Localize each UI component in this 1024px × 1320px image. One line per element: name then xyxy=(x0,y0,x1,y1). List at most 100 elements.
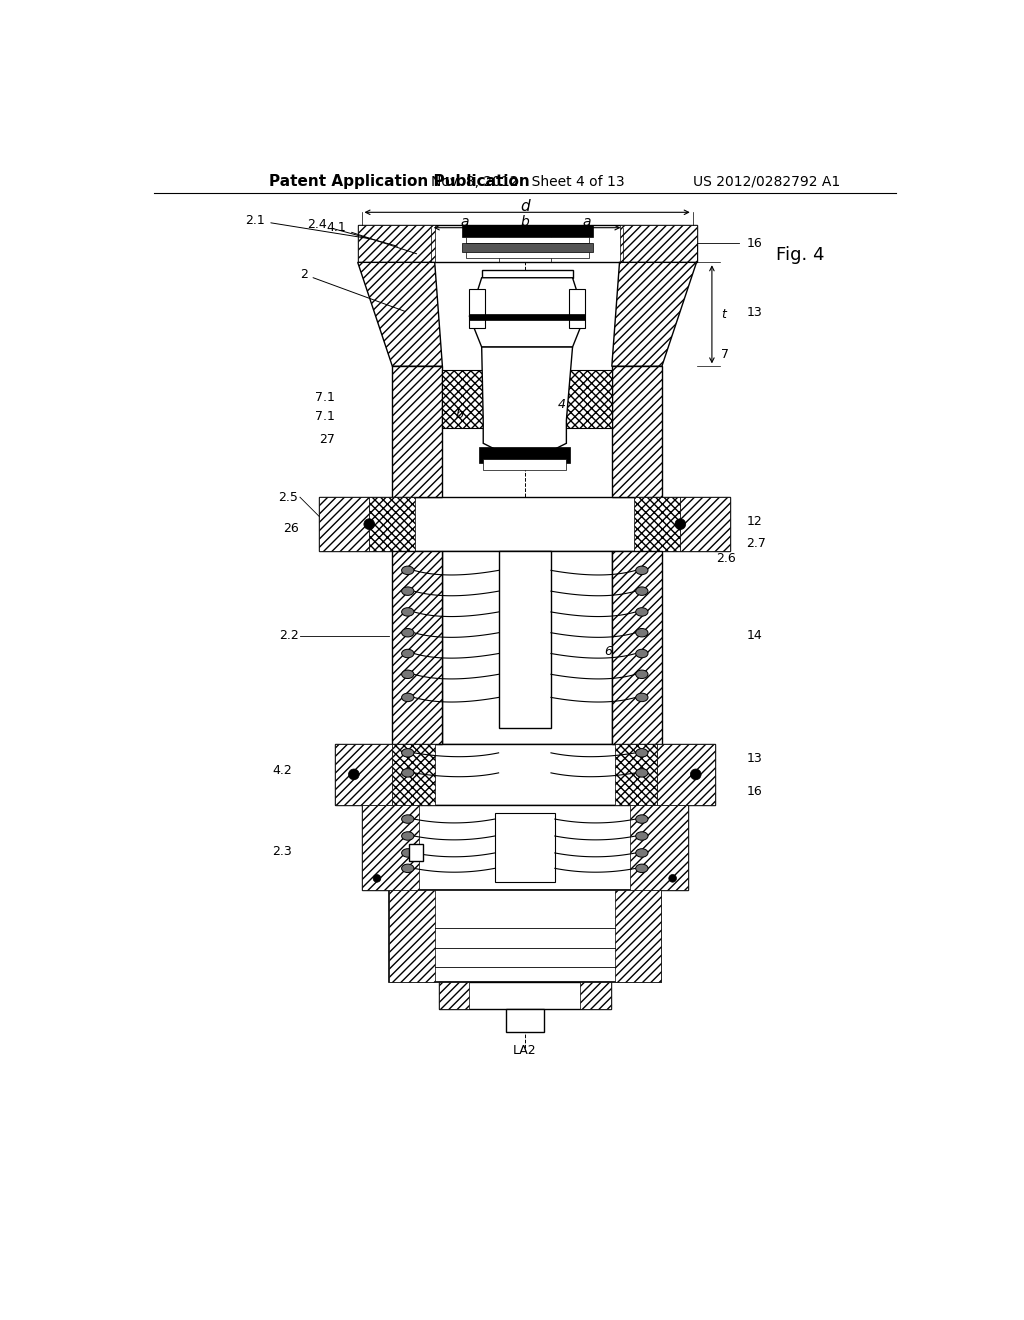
Bar xyxy=(565,370,611,428)
Bar xyxy=(442,552,611,743)
Bar xyxy=(438,982,469,1010)
Ellipse shape xyxy=(401,814,414,824)
Text: 2.3: 2.3 xyxy=(272,845,292,858)
Ellipse shape xyxy=(636,865,648,873)
Bar xyxy=(499,552,551,729)
Ellipse shape xyxy=(401,748,414,758)
Bar xyxy=(319,498,370,552)
Bar xyxy=(438,982,611,1010)
Text: 7.1: 7.1 xyxy=(314,391,335,404)
Bar xyxy=(614,890,662,982)
Text: Fig. 4: Fig. 4 xyxy=(776,246,824,264)
Polygon shape xyxy=(469,317,585,347)
Text: 7.1: 7.1 xyxy=(314,409,335,422)
Ellipse shape xyxy=(636,693,648,702)
Bar xyxy=(466,238,589,243)
Text: 27: 27 xyxy=(318,433,335,446)
Text: 16: 16 xyxy=(746,785,762,797)
Text: 7: 7 xyxy=(721,348,729,362)
Bar xyxy=(361,805,688,890)
Bar xyxy=(442,370,488,428)
Bar xyxy=(466,252,589,257)
Ellipse shape xyxy=(364,519,375,529)
Bar xyxy=(335,743,715,805)
Text: 13: 13 xyxy=(746,752,762,766)
Text: 4.1: 4.1 xyxy=(327,220,417,253)
Text: a: a xyxy=(583,215,592,228)
Bar xyxy=(611,552,662,743)
Text: 2.6: 2.6 xyxy=(716,552,735,565)
Text: 4: 4 xyxy=(558,399,565,412)
Bar xyxy=(335,743,392,805)
Polygon shape xyxy=(469,277,585,317)
Text: 2: 2 xyxy=(300,268,406,312)
Ellipse shape xyxy=(669,874,677,882)
Ellipse shape xyxy=(401,832,414,841)
Bar xyxy=(357,226,696,263)
Bar xyxy=(614,743,657,805)
Text: Patent Application Publication: Patent Application Publication xyxy=(269,174,529,189)
Bar xyxy=(388,890,662,982)
Bar xyxy=(569,289,585,327)
Text: d: d xyxy=(520,198,529,214)
Text: 2.7: 2.7 xyxy=(746,537,766,550)
Ellipse shape xyxy=(401,607,414,616)
Ellipse shape xyxy=(401,566,414,574)
Ellipse shape xyxy=(636,587,648,595)
Text: t: t xyxy=(721,308,726,321)
Bar xyxy=(370,498,416,552)
Ellipse shape xyxy=(636,607,648,616)
Ellipse shape xyxy=(675,519,686,529)
Bar xyxy=(657,743,715,805)
Polygon shape xyxy=(481,347,572,451)
Bar xyxy=(680,498,730,552)
Text: 2.1: 2.1 xyxy=(246,214,371,239)
Ellipse shape xyxy=(636,649,648,657)
Bar xyxy=(392,743,435,805)
Ellipse shape xyxy=(348,770,359,780)
Ellipse shape xyxy=(401,865,414,873)
Polygon shape xyxy=(357,263,442,367)
Text: LA2: LA2 xyxy=(513,1044,537,1056)
Bar xyxy=(506,1010,544,1032)
Text: 12: 12 xyxy=(746,515,762,528)
Text: 26: 26 xyxy=(283,521,298,535)
Text: 4.2: 4.2 xyxy=(272,764,292,777)
Polygon shape xyxy=(611,263,696,367)
Ellipse shape xyxy=(690,770,701,780)
Bar xyxy=(611,367,662,498)
Text: a: a xyxy=(461,215,469,228)
Text: b: b xyxy=(520,215,529,228)
Bar xyxy=(495,813,555,882)
Text: 2.4: 2.4 xyxy=(307,218,397,247)
Bar xyxy=(483,459,566,470)
Bar xyxy=(469,314,585,321)
Bar xyxy=(469,289,484,327)
Text: US 2012/0282792 A1: US 2012/0282792 A1 xyxy=(692,174,840,189)
Ellipse shape xyxy=(401,628,414,638)
Text: 14: 14 xyxy=(746,630,762,643)
Text: 2.2: 2.2 xyxy=(279,630,298,643)
Ellipse shape xyxy=(636,768,648,777)
Bar xyxy=(357,226,435,263)
Ellipse shape xyxy=(636,748,648,758)
Bar xyxy=(410,843,423,861)
Ellipse shape xyxy=(636,832,648,841)
Bar xyxy=(462,226,593,238)
Bar xyxy=(392,367,442,498)
Bar xyxy=(388,890,435,982)
Bar xyxy=(361,805,419,890)
Ellipse shape xyxy=(401,693,414,702)
Ellipse shape xyxy=(401,587,414,595)
Text: 16: 16 xyxy=(746,236,762,249)
Ellipse shape xyxy=(401,768,414,777)
Text: 2.5: 2.5 xyxy=(279,491,298,504)
Ellipse shape xyxy=(636,671,648,678)
Text: 6: 6 xyxy=(604,644,612,657)
Ellipse shape xyxy=(636,566,648,574)
Ellipse shape xyxy=(401,649,414,657)
Bar xyxy=(581,982,611,1010)
Ellipse shape xyxy=(636,628,648,638)
Bar xyxy=(620,226,696,263)
Bar xyxy=(479,447,570,462)
